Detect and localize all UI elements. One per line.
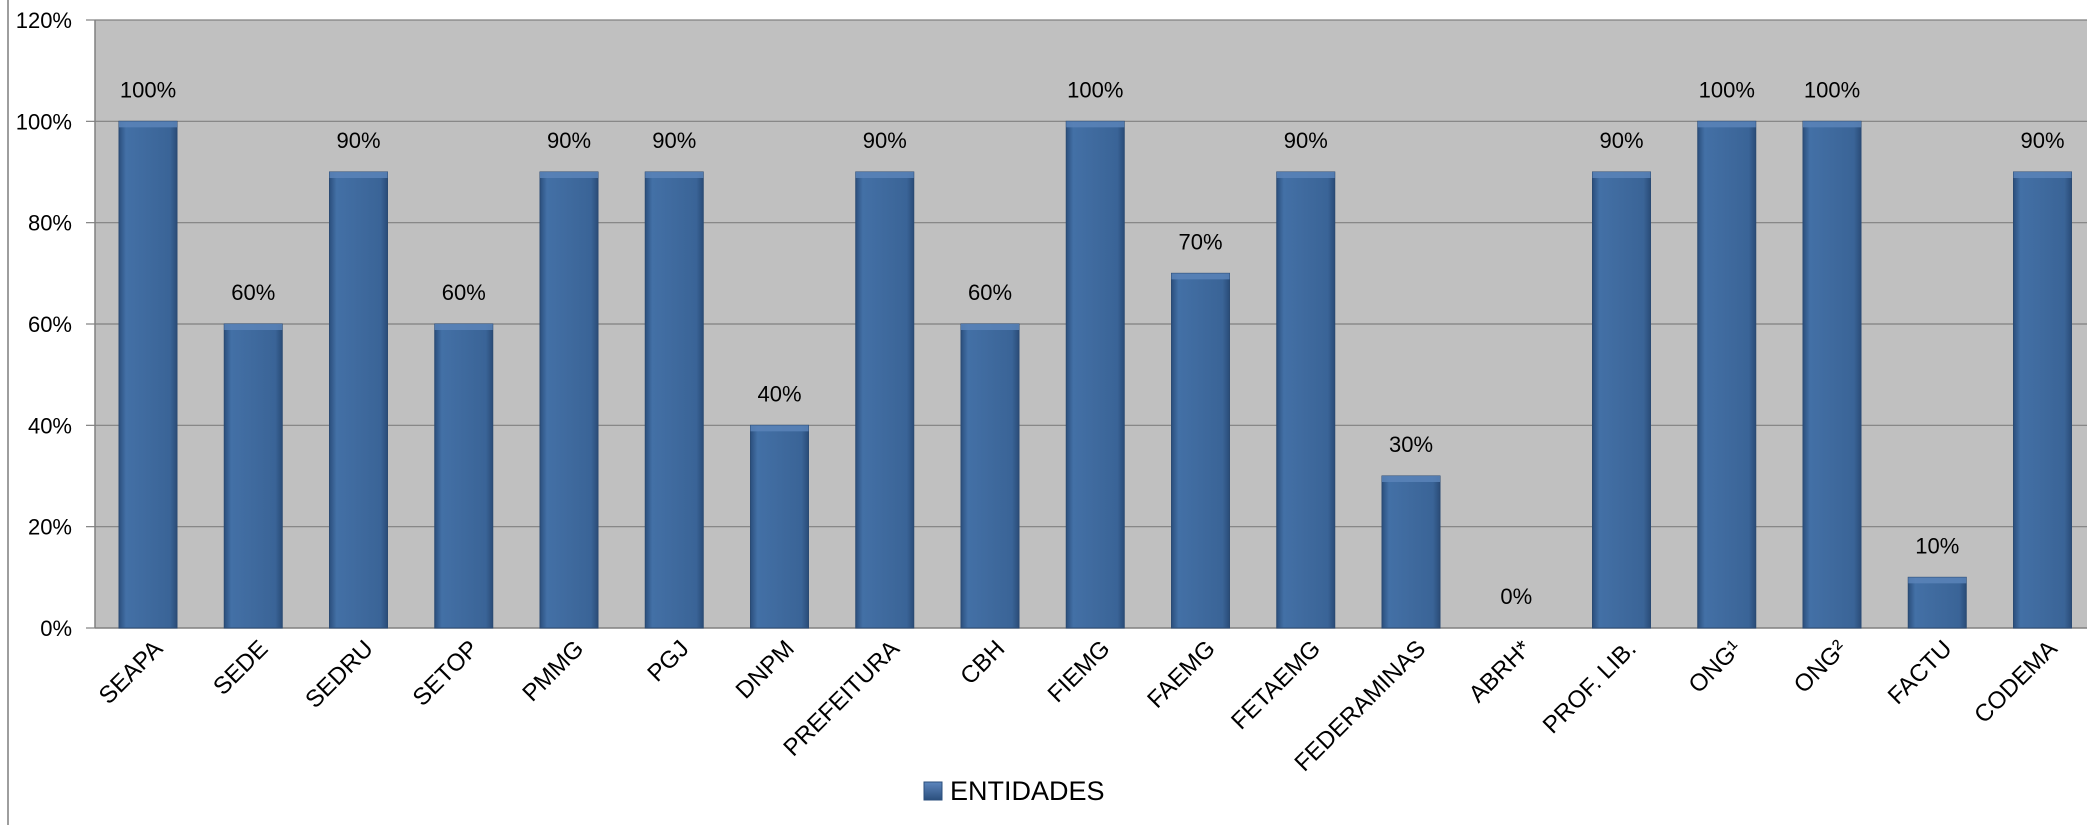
legend: ENTIDADES — [923, 776, 1105, 806]
bar — [539, 171, 599, 629]
data-label: 90% — [863, 128, 907, 153]
bar — [644, 171, 704, 629]
data-label: 40% — [757, 381, 801, 406]
y-tick-label: 0% — [40, 616, 72, 641]
y-tick-labels: 0% 20% 40% 60% 80% 100% 120% — [16, 8, 72, 641]
legend-swatch — [923, 781, 943, 801]
data-label: 90% — [1599, 128, 1643, 153]
bar-top-bevel — [2013, 172, 2072, 178]
bar — [960, 323, 1020, 629]
bar — [1592, 171, 1651, 629]
data-label: 60% — [231, 280, 275, 305]
data-label: 90% — [336, 128, 380, 153]
data-label: 100% — [120, 77, 176, 102]
bar — [1381, 475, 1441, 629]
bar-top-bevel — [329, 172, 388, 178]
bar — [1065, 120, 1125, 629]
bar-top-bevel — [750, 425, 809, 432]
bar-top-bevel — [1171, 273, 1230, 280]
x-tick-label: FIEMG — [1043, 635, 1116, 708]
x-tick-label: DNPM — [731, 635, 800, 704]
data-label: 10% — [1915, 533, 1959, 558]
y-tick-label: 40% — [28, 413, 72, 438]
bar — [1171, 272, 1230, 629]
x-tick-label: SEDRU — [300, 635, 378, 713]
category-labels: SEAPA SEDE SEDRU SETOP PMMG PGJ DNPMPREFEITURA… — [94, 635, 2063, 777]
data-label: 100% — [1699, 77, 1755, 102]
bar — [329, 171, 388, 629]
x-tick-label: ABRH* — [1464, 635, 1537, 708]
data-label: 90% — [652, 128, 696, 153]
data-label: 0% — [1500, 584, 1532, 609]
bar — [750, 424, 809, 629]
bar-top-bevel — [961, 324, 1019, 330]
bar-top-bevel — [119, 121, 177, 128]
x-tick-label: SEAPA — [94, 635, 168, 709]
data-label: 90% — [547, 128, 591, 153]
legend-label: ENTIDADES — [950, 776, 1105, 806]
bar-top-bevel — [1066, 121, 1125, 128]
bar-top-bevel — [1276, 172, 1335, 178]
x-tick-label: SETOP — [408, 635, 484, 711]
x-tick-label: PGJ — [642, 635, 694, 687]
y-tick-label: 20% — [28, 515, 72, 540]
data-label: 100% — [1804, 77, 1860, 102]
x-tick-label: SEDE — [208, 635, 273, 700]
data-label: 70% — [1178, 229, 1222, 254]
x-tick-label: ONG² — [1789, 635, 1852, 698]
bar — [2013, 171, 2072, 629]
bar-top-bevel — [434, 324, 493, 330]
bar-top-bevel — [1803, 121, 1861, 128]
x-tick-label: PROF. LIB. — [1538, 635, 1642, 739]
data-label: 60% — [968, 280, 1012, 305]
x-tick-label: FETAEMG — [1226, 635, 1326, 735]
x-tick-label: CODEMA — [1969, 635, 2063, 729]
x-tick-label: FAEMG — [1142, 635, 1220, 713]
data-labels: 100% 60% 90% 60% 90% 90% 40% 90% 60% 100% 70% 90% 30… — [120, 77, 2065, 609]
bar-top-bevel — [1382, 476, 1440, 482]
bar — [1802, 120, 1862, 629]
bar-top-bevel — [1697, 121, 1756, 128]
bar — [855, 171, 915, 629]
bars — [118, 120, 2072, 629]
x-tick-label: CBH — [955, 635, 1010, 690]
data-label: 90% — [2020, 128, 2064, 153]
x-tick-label: PMMG — [517, 635, 589, 707]
bar-top-bevel — [645, 172, 704, 178]
bar — [1907, 576, 1967, 629]
x-tick-label: FACTU — [1883, 635, 1958, 710]
bar-top-bevel — [1592, 172, 1651, 178]
y-tick-label: 60% — [28, 312, 72, 337]
data-label: 90% — [1284, 128, 1328, 153]
bar-top-bevel — [855, 172, 914, 178]
bar — [223, 323, 283, 629]
data-label: 30% — [1389, 432, 1433, 457]
bar — [1276, 171, 1336, 629]
bar-top-bevel — [540, 172, 598, 178]
data-label: 100% — [1067, 77, 1123, 102]
x-tick-label: ONG¹ — [1684, 635, 1747, 698]
y-tick-label: 100% — [16, 109, 72, 134]
bar-top-bevel — [1908, 577, 1967, 584]
bar — [118, 120, 178, 629]
bar-top-bevel — [224, 324, 283, 330]
bar — [1697, 120, 1757, 629]
y-tick-label: 120% — [16, 8, 72, 33]
data-label: 60% — [442, 280, 486, 305]
y-tick-label: 80% — [28, 211, 72, 236]
bar — [434, 323, 494, 629]
